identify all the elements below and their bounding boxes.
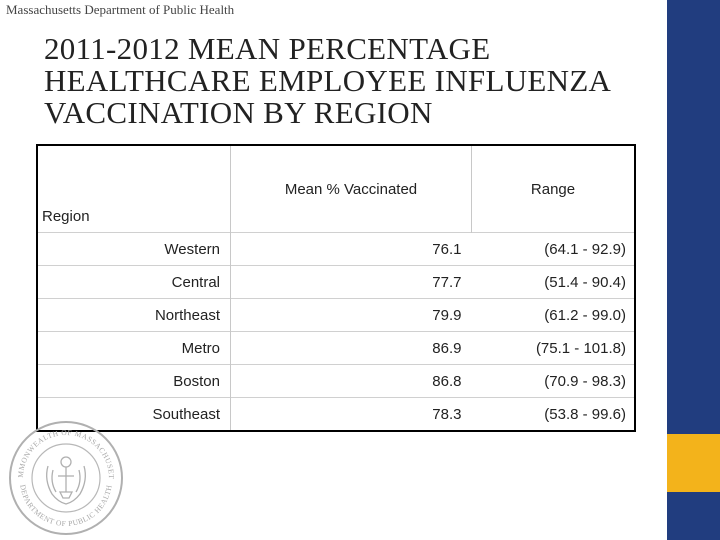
column-header-mean: Mean % Vaccinated (230, 145, 472, 200)
seal-emblem-icon (46, 456, 86, 505)
row-header-region: Region (37, 200, 231, 233)
region-cell: Central (37, 265, 231, 299)
mean-cell: 86.8 (230, 364, 472, 398)
region-header-row: Region (37, 200, 635, 233)
range-cell: (61.2 - 99.0) (471, 298, 635, 332)
region-cell: Northeast (37, 298, 231, 332)
region-cell: Southeast (37, 397, 231, 431)
region-cell: Metro (37, 331, 231, 365)
mean-cell: 78.3 (230, 397, 472, 431)
vaccination-table: Mean % Vaccinated Range Region Western 7… (36, 144, 636, 432)
table-header-row: Mean % Vaccinated Range (37, 145, 635, 200)
mean-cell: 79.9 (230, 298, 472, 332)
side-accent-block (667, 434, 720, 492)
mean-cell: 86.9 (230, 331, 472, 365)
range-cell: (64.1 - 92.9) (471, 232, 635, 266)
table-empty-cell (230, 200, 472, 233)
table-row: Western 76.1 (64.1 - 92.9) (37, 232, 635, 266)
region-cell: Western (37, 232, 231, 266)
mean-cell: 76.1 (230, 232, 472, 266)
column-header-range: Range (530, 181, 576, 198)
table-row: Southeast 78.3 (53.8 - 99.6) (37, 397, 635, 431)
range-cell: (70.9 - 98.3) (471, 364, 635, 398)
table-corner-cell (37, 145, 231, 200)
range-cell: (75.1 - 101.8) (471, 331, 635, 365)
table-empty-cell (472, 200, 636, 233)
table-row: Boston 86.8 (70.9 - 98.3) (37, 364, 635, 398)
page-title: 2011-2012 Mean Percentage Healthcare Emp… (44, 31, 610, 130)
table-row: Central 77.7 (51.4 - 90.4) (37, 265, 635, 299)
region-cell: Boston (37, 364, 231, 398)
table-row: Northeast 79.9 (61.2 - 99.0) (37, 298, 635, 332)
organization-name: Massachusetts Department of Public Healt… (6, 2, 235, 17)
mean-cell: 77.7 (230, 265, 472, 299)
range-cell: (53.8 - 99.6) (471, 397, 635, 431)
table-row: Metro 86.9 (75.1 - 101.8) (37, 331, 635, 365)
department-seal: COMMONWEALTH OF MASSACHUSETTS DEPARTMENT… (6, 418, 123, 535)
range-cell: (51.4 - 90.4) (471, 265, 635, 299)
